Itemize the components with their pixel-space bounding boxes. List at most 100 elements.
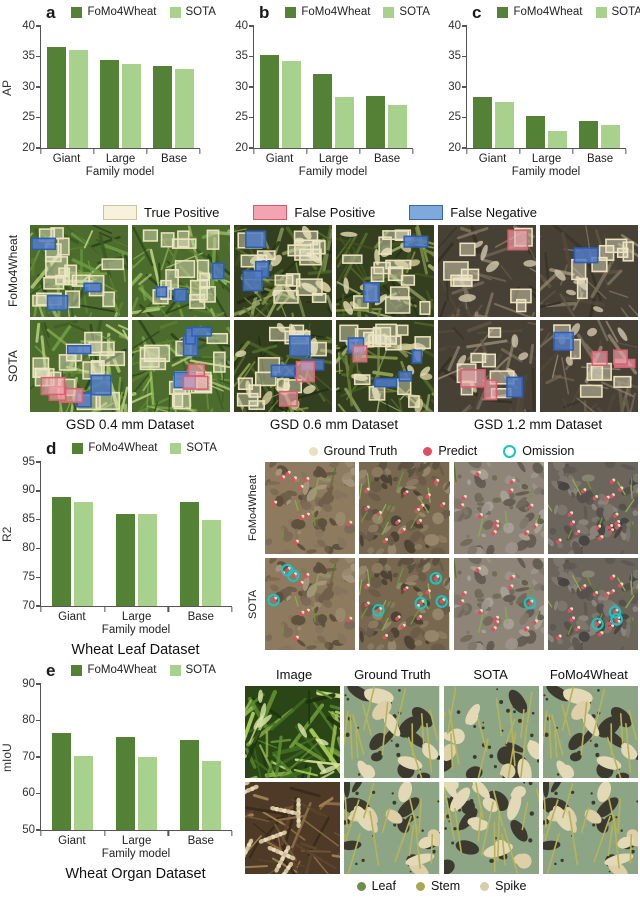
dataset-caption: GSD 1.2 mm Dataset bbox=[473, 416, 603, 432]
chart-e: e FoMo4Wheat SOTA mIoU 50 60 70 80 90 Giant La… bbox=[0, 662, 245, 898]
y-tick-mark bbox=[36, 25, 41, 27]
x-tick-mark bbox=[104, 831, 106, 836]
y-tick-mark bbox=[36, 829, 41, 831]
chart-c-ylabel bbox=[426, 26, 440, 149]
sota-swatch bbox=[170, 442, 182, 454]
ground-truth-swatch bbox=[308, 446, 318, 456]
bar-sota-giant bbox=[74, 755, 94, 830]
panel-label-e: e bbox=[46, 661, 56, 680]
y-tick-label: 80 bbox=[22, 541, 35, 554]
chart-e-xlabel: Family model bbox=[101, 848, 171, 860]
bar-sota-base bbox=[601, 125, 620, 148]
chart-legend-label: SOTA bbox=[399, 6, 430, 18]
bar-fomo4wheat-large bbox=[313, 74, 332, 148]
chart-e-xticks: Giant Large Base bbox=[40, 835, 232, 847]
chart-e-yaxis: 50 60 70 80 90 bbox=[14, 678, 40, 836]
bar-fomo4wheat-large bbox=[526, 115, 545, 148]
x-tick-label: Giant bbox=[52, 153, 81, 165]
panel-label-c: c bbox=[472, 3, 482, 22]
fomo4wheat-swatch bbox=[72, 442, 84, 454]
top-charts-row: a FoMo4Wheat SOTA AP 20 25 30 35 40 Giant Larg… bbox=[0, 4, 640, 200]
y-tick-mark bbox=[462, 147, 467, 149]
chart-c-xlabel: Family model bbox=[511, 166, 581, 178]
bar-group-base bbox=[366, 95, 407, 148]
x-tick-mark bbox=[306, 149, 308, 154]
legend-label: False Negative bbox=[450, 205, 538, 220]
segmentation-legend: Leaf Stem Spike bbox=[245, 874, 638, 898]
x-tick-label: Base bbox=[187, 835, 214, 847]
chart-c-xticks: Giant Large Base bbox=[466, 153, 626, 165]
y-tick-label: 25 bbox=[235, 111, 248, 123]
x-tick-mark bbox=[199, 149, 201, 154]
detection-image-r2c6 bbox=[540, 320, 638, 412]
chart-legend-label: FoMo4Wheat bbox=[88, 442, 158, 454]
x-tick-label: Giant bbox=[478, 153, 507, 165]
bar-fomo4wheat-large bbox=[100, 59, 119, 148]
y-tick-label: 70 bbox=[22, 599, 35, 612]
y-tick-mark bbox=[249, 86, 254, 88]
false-negative-swatch bbox=[409, 205, 444, 220]
counting-row-label-fomo4wheat: FoMo4Wheat bbox=[247, 474, 259, 542]
x-tick-label: Base bbox=[160, 153, 188, 165]
chart-d: d FoMo4Wheat SOTA R2 70 75 80 85 90 95 Giant La… bbox=[0, 440, 245, 658]
y-tick-label: 50 bbox=[22, 823, 35, 836]
bar-fomo4wheat-giant bbox=[52, 496, 72, 606]
chart-c: c FoMo4Wheat SOTA 20 25 30 35 40 Giant Large Ba… bbox=[426, 3, 640, 200]
segmentation-image-r1c3 bbox=[443, 686, 539, 778]
x-tick-label: Base bbox=[187, 611, 214, 623]
detection-image-r1c1 bbox=[30, 225, 128, 317]
x-tick-label: Giant bbox=[58, 835, 86, 847]
bar-sota-large bbox=[137, 513, 157, 606]
y-tick-label: 35 bbox=[448, 50, 461, 62]
x-tick-label: Large bbox=[121, 611, 152, 623]
legend-label: Predict bbox=[438, 444, 478, 458]
omission-swatch bbox=[503, 444, 517, 458]
predict-swatch bbox=[423, 446, 433, 456]
legend-label: Stem bbox=[430, 879, 461, 893]
detection-image-r1c3 bbox=[234, 225, 332, 317]
y-tick-mark bbox=[462, 116, 467, 119]
bar-group-giant bbox=[47, 46, 88, 148]
segmentation-panel: Image Ground Truth SOTA FoMo4Wheat Leaf Stem… bbox=[245, 662, 640, 898]
bar-fomo4wheat-giant bbox=[473, 97, 492, 148]
sota-swatch bbox=[383, 6, 395, 18]
y-tick-label: 20 bbox=[22, 141, 35, 154]
chart-legend-label: SOTA bbox=[186, 442, 217, 454]
bar-group-large bbox=[115, 513, 157, 606]
bar-fomo4wheat-giant bbox=[260, 54, 279, 148]
detection-image-r2c3 bbox=[234, 320, 332, 412]
chart-a-bars bbox=[36, 25, 201, 154]
true-positive-swatch bbox=[102, 205, 137, 220]
detection-row-label-sota: SOTA bbox=[6, 350, 20, 382]
chart-legend-item-sota: SOTA bbox=[383, 6, 430, 18]
legend-label: True Positive bbox=[143, 205, 220, 220]
leaf-swatch bbox=[356, 881, 366, 891]
bar-group-base bbox=[179, 502, 221, 606]
x-tick-mark bbox=[40, 831, 42, 836]
y-tick-label: 30 bbox=[22, 80, 35, 93]
chart-d-header: d FoMo4Wheat SOTA bbox=[0, 440, 245, 462]
chart-b-header: b FoMo4Wheat SOTA bbox=[213, 3, 430, 26]
chart-b-ylabel bbox=[213, 26, 227, 149]
x-tick-mark bbox=[167, 607, 169, 612]
x-tick-mark bbox=[40, 607, 42, 612]
x-tick-mark bbox=[104, 607, 106, 612]
bar-group-base bbox=[153, 66, 194, 148]
x-tick-mark bbox=[40, 149, 42, 154]
detection-image-r1c5 bbox=[438, 225, 536, 317]
segmentation-headers: Image Ground Truth SOTA FoMo4Wheat bbox=[245, 662, 638, 686]
segmentation-image-r1c1 bbox=[245, 686, 341, 778]
chart-a-header: a FoMo4Wheat SOTA bbox=[0, 4, 216, 26]
fomo4wheat-swatch bbox=[71, 664, 83, 676]
chart-a-legend: FoMo4Wheat SOTA bbox=[71, 6, 216, 18]
x-tick-label: Large bbox=[531, 153, 562, 165]
chart-legend-label: FoMo4Wheat bbox=[513, 6, 583, 18]
y-tick-mark bbox=[462, 25, 467, 27]
panel-label-b: b bbox=[259, 3, 270, 22]
y-tick-mark bbox=[36, 519, 41, 521]
chart-c-legend: FoMo4Wheat SOTA bbox=[497, 6, 640, 18]
segmentation-image-r1c4 bbox=[542, 686, 638, 778]
bar-sota-giant bbox=[495, 102, 514, 148]
y-tick-mark bbox=[249, 55, 254, 58]
fomo4wheat-swatch bbox=[285, 6, 297, 18]
